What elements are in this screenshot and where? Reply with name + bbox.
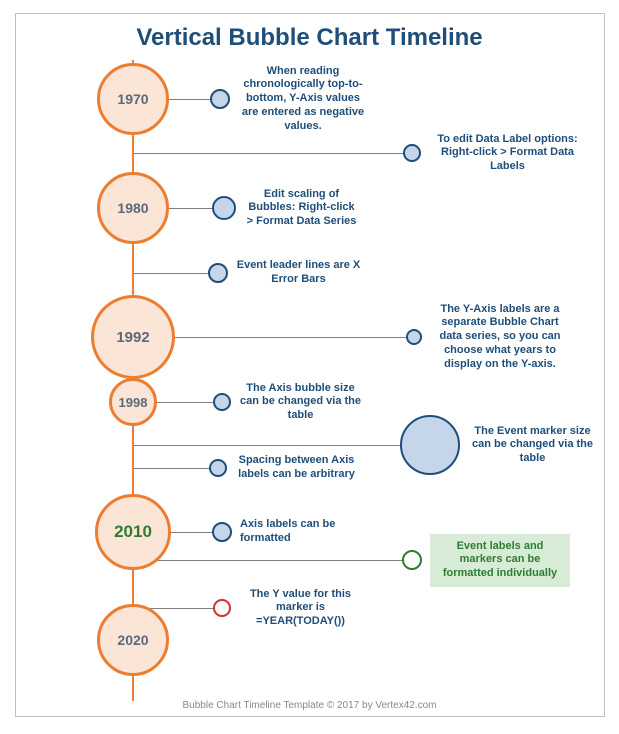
- event-marker: [402, 550, 422, 570]
- year-label: 1992: [116, 329, 149, 346]
- event-marker: [208, 263, 228, 283]
- event-label: To edit Data Label options: Right-click …: [430, 133, 585, 174]
- year-bubble: 1992: [91, 295, 175, 379]
- event-marker: [213, 393, 231, 411]
- leader-line: [133, 445, 430, 446]
- leader-line: [133, 337, 414, 338]
- event-label: The Y-Axis labels are a separate Bubble …: [430, 303, 570, 372]
- year-bubble: 2020: [97, 604, 169, 676]
- year-bubble: 1970: [97, 63, 169, 135]
- event-marker: [212, 522, 232, 542]
- chart-title: Vertical Bubble Chart Timeline: [0, 24, 619, 52]
- year-bubble: 1980: [97, 172, 169, 244]
- event-label: The Axis bubble size can be changed via …: [238, 382, 363, 423]
- year-bubble: 2010: [95, 494, 171, 570]
- year-label: 1998: [119, 395, 148, 410]
- event-label: Axis labels can be formatted: [240, 518, 360, 546]
- leader-line: [133, 560, 412, 561]
- event-label: Event leader lines are X Error Bars: [236, 259, 361, 287]
- event-marker: [406, 329, 422, 345]
- event-marker: [209, 459, 227, 477]
- event-label: The Event marker size can be changed via…: [470, 425, 595, 466]
- year-bubble: 1998: [109, 378, 157, 426]
- leader-line: [133, 153, 412, 154]
- event-label: Spacing between Axis labels can be arbit…: [234, 454, 359, 482]
- event-marker: [403, 144, 421, 162]
- event-label: Edit scaling of Bubbles: Right-click > F…: [244, 188, 359, 229]
- event-marker: [213, 599, 231, 617]
- event-label: When reading chronologically top-to-bott…: [238, 65, 368, 134]
- year-label: 1970: [117, 91, 148, 107]
- event-label: The Y value for this marker is =YEAR(TOD…: [238, 588, 363, 629]
- event-label: Event labels and markers can be formatte…: [430, 534, 570, 587]
- year-label: 2020: [117, 632, 148, 648]
- year-label: 2010: [114, 522, 152, 542]
- event-marker: [212, 196, 236, 220]
- leader-line: [133, 273, 218, 274]
- event-marker: [400, 415, 460, 475]
- event-marker: [210, 89, 230, 109]
- footer-text: Bubble Chart Timeline Template © 2017 by…: [0, 700, 619, 711]
- leader-line: [133, 468, 218, 469]
- year-label: 1980: [117, 200, 148, 216]
